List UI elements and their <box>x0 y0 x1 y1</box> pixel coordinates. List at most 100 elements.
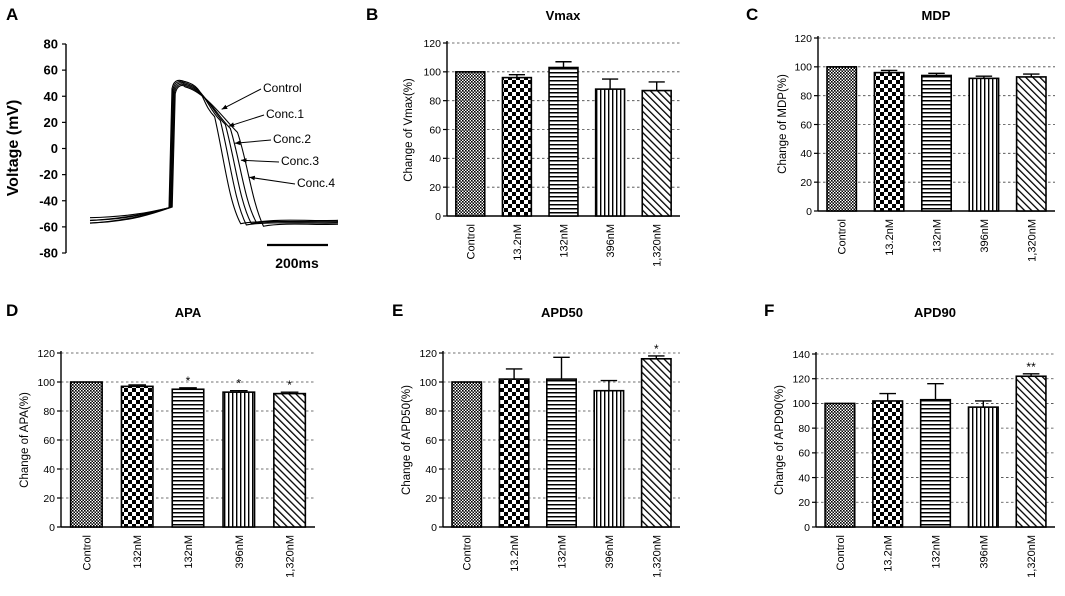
apd50-bar-control <box>451 381 483 528</box>
apd50-bar-13-2nm <box>498 378 530 528</box>
apd90-y-tick-label: 140 <box>792 349 810 361</box>
apd90-bar-1-320nm <box>1015 375 1047 528</box>
apd50-chart: APD50 Change of APD50(%) 0 20 40 60 80 100 120 Co… <box>401 305 680 578</box>
voltage-axis-label: Voltage (mV) <box>5 100 22 197</box>
arrow-conc-2 <box>234 139 272 144</box>
vmax-y-tick-label: 60 <box>429 124 441 136</box>
voltage-tick-label: -60 <box>39 219 58 234</box>
apa-bar-1-320nm <box>273 392 307 528</box>
trace-conc-4 <box>89 84 339 227</box>
arrowhead-control <box>221 104 228 110</box>
arrowhead-conc-1 <box>228 122 235 127</box>
vmax-title: Vmax <box>546 8 581 23</box>
apd50-significance-mark: * <box>654 342 659 356</box>
apd90-bar-control <box>824 402 856 528</box>
trace-control <box>89 79 339 225</box>
apd90-bar-396nm <box>967 406 999 528</box>
apa-significance-mark: * <box>236 377 241 391</box>
apa-y-tick-label: 40 <box>43 464 55 476</box>
voltage-tick-label: 0 <box>51 141 58 156</box>
apa-chart: APA Change of APA(%) 0 20 40 60 80 100 120 Contro… <box>19 305 315 578</box>
apd90-x-tick-label: 1,320nM <box>1026 535 1038 578</box>
arrowhead-conc-3 <box>240 158 247 163</box>
panel-label-b: B <box>366 5 378 24</box>
mdp-x-tick-label: 1,320nM <box>1026 219 1038 262</box>
vmax-y-tick-label: 20 <box>429 182 441 194</box>
apa-y-tick-label: 120 <box>37 348 55 360</box>
apa-significance-mark: * <box>186 374 191 388</box>
mdp-bar-1-320nm <box>1015 76 1047 212</box>
apa-y-axis-label: Change of APA(%) <box>19 392 31 488</box>
mdp-bar-control <box>826 66 858 212</box>
apd50-x-tick-label: 132nM <box>557 535 569 569</box>
apd90-y-tick-label: 0 <box>804 522 810 534</box>
apd90-y-axis-label: Change of APD90(%) <box>774 385 786 495</box>
apd90-x-tick-label: 13.2nM <box>883 535 895 572</box>
apa-y-tick-label: 20 <box>43 493 55 505</box>
voltage-tick-label: 20 <box>44 115 58 130</box>
voltage-tick-label: 60 <box>44 63 58 78</box>
apa-bar-396nm <box>222 391 256 528</box>
voltage-tick-label: 80 <box>44 37 58 52</box>
mdp-chart: MDP Change of MDP(%) 0 20 40 60 80 100 120 Contro… <box>777 8 1055 262</box>
voltage-tick-label: -40 <box>39 193 58 208</box>
mdp-y-tick-label: 40 <box>800 148 812 160</box>
apd90-chart: APD90 Change of APD90(%) 0 20 40 60 80 100 120 14… <box>774 305 1055 578</box>
apa-x-tick-label: 396nM <box>234 535 246 569</box>
series-label-control: Control <box>263 81 302 95</box>
vmax-x-tick-label: 132nM <box>559 224 571 258</box>
apd90-x-tick-label: 132nM <box>931 535 943 569</box>
vmax-x-tick-label: Control <box>465 224 477 259</box>
vmax-x-tick-label: 13.2nM <box>512 224 524 261</box>
panel-label-c: C <box>746 5 758 24</box>
apa-title: APA <box>175 305 202 320</box>
apd50-x-tick-label: 13.2nM <box>509 535 521 572</box>
apd50-title: APD50 <box>541 305 583 320</box>
apd50-y-tick-label: 100 <box>419 377 437 389</box>
vmax-bar-control <box>455 71 486 217</box>
series-label-conc-1: Conc.1 <box>266 107 304 121</box>
voltage-tick-label: 40 <box>44 89 58 104</box>
apa-x-tick-label: 1,320nM <box>285 535 297 578</box>
vmax-y-tick-label: 100 <box>423 67 441 79</box>
apa-x-tick-label: Control <box>81 535 93 570</box>
arrow-control <box>221 88 262 110</box>
apa-y-tick-label: 100 <box>37 377 55 389</box>
vmax-x-tick-label: 396nM <box>605 224 617 258</box>
apa-x-tick-label: 132nM <box>183 535 195 569</box>
apa-y-tick-label: 80 <box>43 406 55 418</box>
arrow-conc-1 <box>228 114 265 127</box>
apd90-y-tick-label: 100 <box>792 398 810 410</box>
apd50-bar-132nm <box>546 378 577 528</box>
apd50-y-tick-label: 120 <box>419 348 437 360</box>
arrowhead-conc-4 <box>249 175 256 181</box>
apd50-y-tick-label: 40 <box>425 464 437 476</box>
vmax-y-tick-label: 0 <box>435 211 441 223</box>
mdp-y-tick-label: 60 <box>800 119 812 131</box>
apd90-title: APD90 <box>914 305 956 320</box>
apa-bar-control <box>69 381 103 528</box>
mdp-y-tick-label: 120 <box>794 33 812 45</box>
apd50-x-tick-label: 1,320nM <box>651 535 663 578</box>
series-label-conc-3: Conc.3 <box>281 154 319 168</box>
arrow-conc-4 <box>249 176 296 185</box>
panel-label-a: A <box>6 5 18 24</box>
apa-bar-132nm <box>171 388 205 528</box>
apd50-y-tick-label: 60 <box>425 435 437 447</box>
action-potential-panel: Voltage (mV) 80 60 40 20 0 -20 -40 -60 -80 Control… <box>5 37 339 271</box>
panel-label-d: D <box>6 301 18 320</box>
apd50-y-axis-label: Change of APD50(%) <box>401 385 413 495</box>
vmax-bar-396nm <box>594 88 626 217</box>
vmax-y-tick-label: 80 <box>429 95 441 107</box>
apd90-y-tick-label: 80 <box>798 423 810 435</box>
vmax-bar-13-2nm <box>501 76 533 217</box>
vmax-y-tick-label: 40 <box>429 153 441 165</box>
apa-y-tick-label: 0 <box>49 522 55 534</box>
apd50-y-tick-label: 20 <box>425 493 437 505</box>
mdp-y-tick-label: 100 <box>794 62 812 74</box>
voltage-tick-label: -80 <box>39 246 58 261</box>
mdp-y-tick-label: 20 <box>800 177 812 189</box>
mdp-bar-132nm <box>921 74 952 212</box>
apd90-y-tick-label: 60 <box>798 448 810 460</box>
